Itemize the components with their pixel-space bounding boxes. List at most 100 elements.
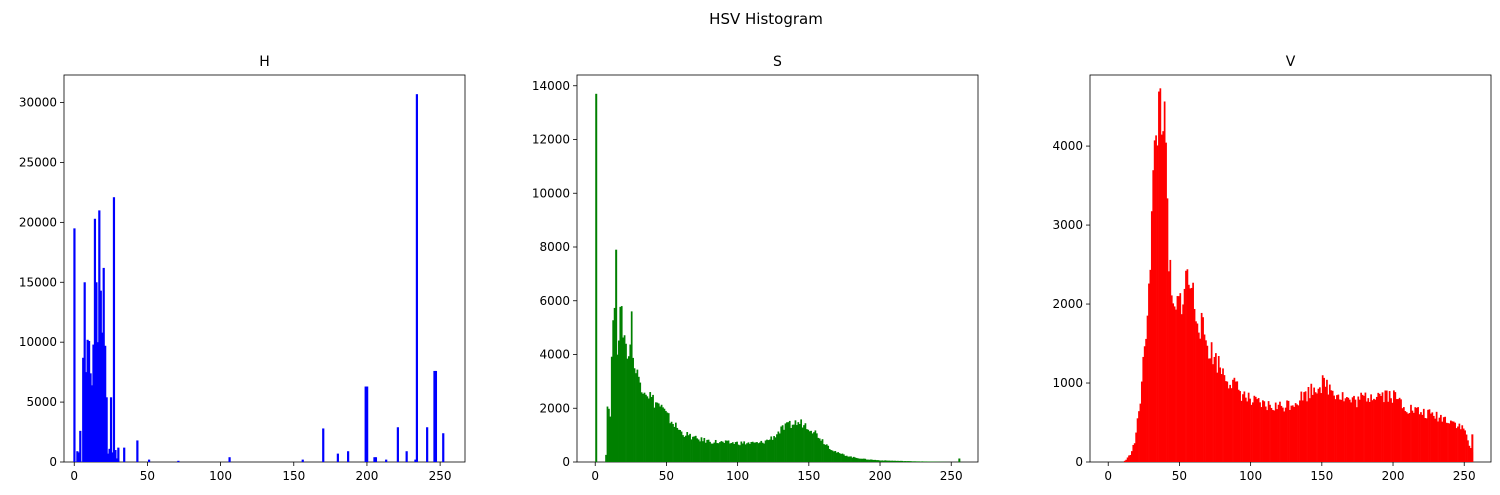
y-tick-label: 30000 [19,96,57,110]
histogram-bar [1346,397,1348,462]
histogram-bar [434,370,438,462]
histogram-bar [1306,401,1308,462]
histogram-bar [609,416,612,462]
histogram-bar [1356,407,1358,462]
histogram-bar [880,460,882,462]
histogram-bar [885,460,888,462]
histogram-bar [834,450,837,462]
histogram-bar [1310,383,1313,462]
histogram-bar [1365,401,1368,462]
histogram-bar [914,461,916,462]
histogram-bar [82,357,85,462]
histogram-bar [1393,390,1395,462]
histogram-bar [649,392,652,462]
histogram-bar [1311,394,1314,462]
histogram-bar [788,420,791,462]
histogram-bar [884,460,887,462]
histogram-bar [780,426,783,462]
histogram-bar [1264,406,1267,462]
histogram-bar [595,93,598,462]
histogram-bar [1267,401,1270,462]
histogram-bar [919,461,922,462]
histogram-bar [793,424,795,462]
histogram-bar [1266,410,1269,462]
histogram-bar [1131,451,1133,462]
histogram-bar [768,439,771,462]
histogram-bar [1224,381,1227,462]
histogram-bar [814,430,817,462]
histogram-bar [700,437,703,462]
histogram-bar [630,311,633,462]
histogram-bar [1229,384,1231,462]
histogram-bar [777,431,780,462]
x-tick-label: 0 [1104,469,1112,483]
histogram-bar [1300,391,1303,462]
histogram-bar [825,444,828,462]
histogram-bar [749,443,751,462]
histogram-bar [908,461,911,462]
histogram-bar [625,343,627,462]
histogram-bar [1457,426,1459,462]
histogram-bar [1155,135,1157,462]
histogram-bar [907,461,909,462]
histogram-bar [878,460,881,462]
histogram-bar [1246,401,1249,462]
histogram-bar [1291,405,1294,462]
histogram-bar [1363,395,1365,462]
histogram-bar [892,460,895,462]
histogram-bar [1469,448,1472,462]
histogram-bar [1150,211,1153,462]
histogram-bar [682,435,684,462]
x-tick-label: 150 [797,469,820,483]
histogram-bar [426,427,429,462]
histogram-bar [606,406,609,462]
histogram-bar [1175,309,1177,462]
histogram-bar [442,433,445,462]
x-tick-label: 200 [1382,469,1405,483]
histogram-bar [686,432,689,462]
histogram-bar [804,423,807,462]
histogram-bar [616,354,619,462]
histogram-bar [1320,393,1323,462]
histogram-bar [1462,428,1465,462]
histogram-bar [1139,403,1142,462]
histogram-bar [1415,407,1418,462]
histogram-bar [1422,408,1425,462]
histogram-bar [1249,398,1251,462]
histogram-panels: 0 50 100 150 200 2500500010000150002000025000… [19,54,1492,483]
histogram-bar [1336,395,1338,462]
histogram-bar [1424,418,1427,462]
histogram-bar [90,385,94,462]
x-tick-label: 50 [140,469,155,483]
histogram-bar [1297,405,1300,462]
histogram-bar [790,427,793,462]
histogram-bar [741,443,744,462]
histogram-bar [1408,412,1411,462]
histogram-bar [1330,390,1333,462]
histogram-bar [894,460,896,462]
histogram-bar [767,440,770,462]
histogram-bar [693,436,696,462]
histogram-bar [1159,88,1162,463]
histogram-bar [1220,374,1223,462]
histogram-bar [766,439,768,462]
histogram-bar [347,451,350,462]
histogram-bar [1430,413,1432,462]
histogram-bar [810,430,812,462]
histogram-bar [801,427,804,462]
histogram-bar [1209,358,1212,462]
histogram-bar [1252,402,1254,462]
histogram-bar [754,442,757,462]
histogram-bar [1169,259,1172,462]
histogram-bar [1445,422,1448,462]
histogram-bar [1143,346,1146,462]
histogram-bar [823,444,825,462]
histogram-bar [112,197,116,463]
histogram-bar [1244,397,1247,462]
histogram-bar [781,425,784,462]
histogram-bar [872,459,875,462]
histogram-bar [1146,315,1149,462]
histogram-bar [670,421,673,462]
panel-h: 0 50 100 150 200 250 0 5000 10000 15000 20000 25000… [19,54,466,483]
